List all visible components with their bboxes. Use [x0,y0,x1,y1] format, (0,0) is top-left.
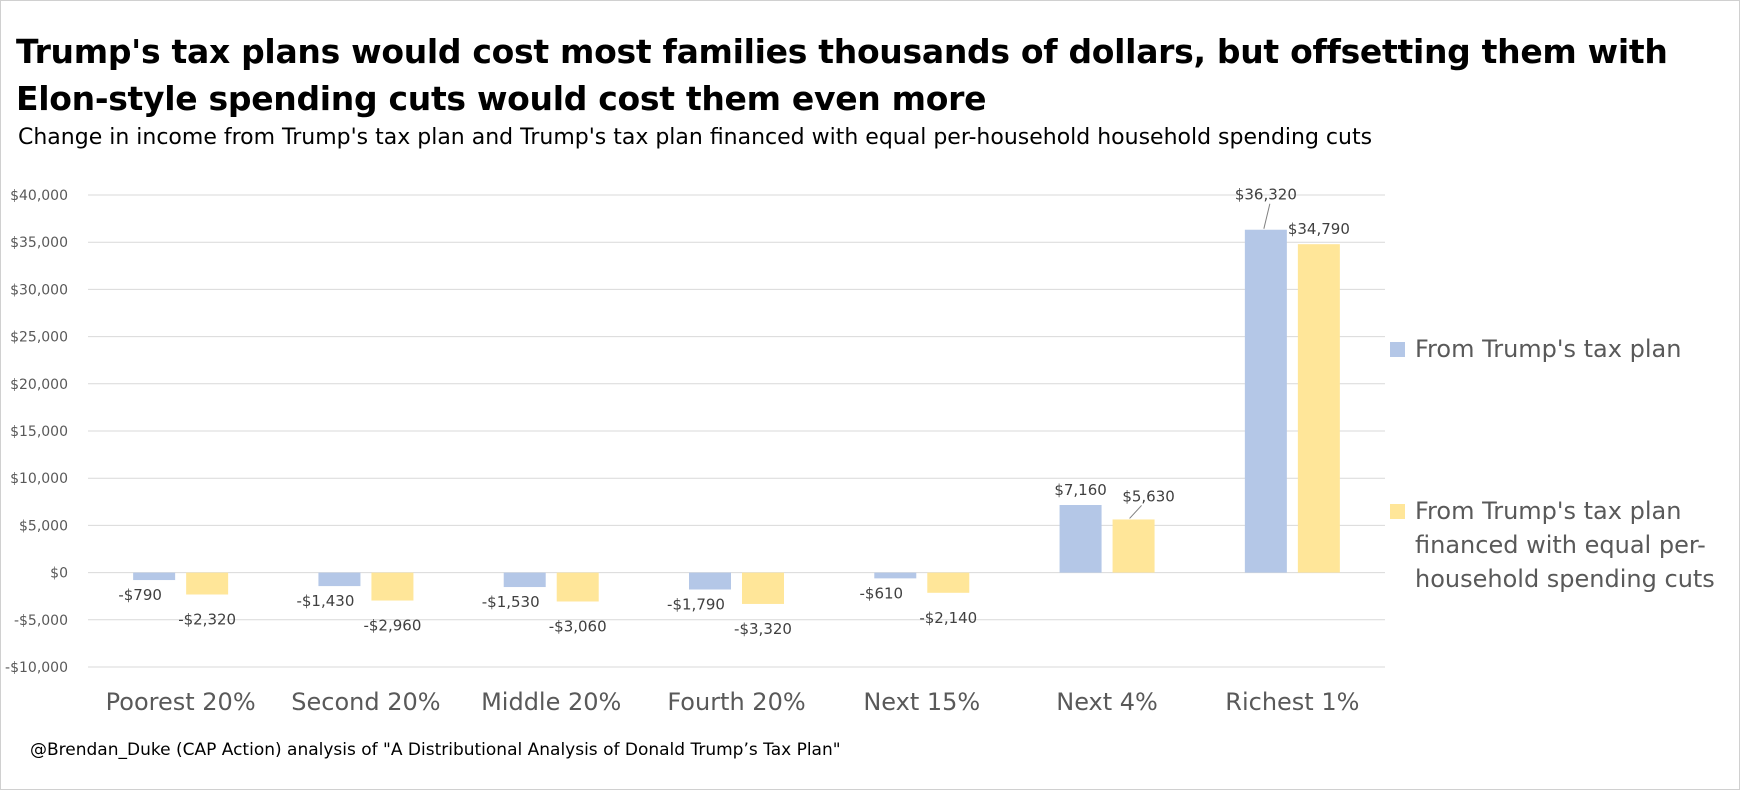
data-label: -$3,320 [734,620,792,638]
data-label: $36,320 [1235,186,1297,204]
bar-series-2 [556,572,599,602]
x-tick-label: Second 20% [291,688,440,716]
data-label: -$1,790 [667,595,725,613]
legend-label-series-1: From Trump's tax plan [1415,335,1682,363]
legend-item-series-1: From Trump's tax plan [1390,332,1715,366]
y-tick-label: -$10,000 [5,660,68,676]
y-tick-label: $5,000 [19,518,68,534]
data-label: -$1,430 [296,592,354,610]
bar-series-1 [503,572,546,588]
bar-series-1 [1244,229,1287,573]
chart-subtitle: Change in income from Trump's tax plan a… [18,125,1373,150]
x-tick-label: Poorest 20% [106,688,256,716]
data-label: -$3,060 [549,617,607,635]
data-label: -$2,320 [178,611,236,629]
bar-series-2 [1112,519,1155,573]
data-label: $5,630 [1122,487,1175,505]
chart-title: Trump's tax plans would cost most famili… [16,32,1668,118]
x-tick-label: Richest 1% [1225,688,1359,716]
y-tick-label: $40,000 [10,188,68,204]
data-label: -$2,960 [363,617,421,635]
y-tick-label: $35,000 [10,235,68,251]
bar-series-1 [318,572,361,587]
legend-item-series-2: From Trump's tax plan financed with equa… [1390,494,1715,596]
leader-line [1263,203,1271,229]
data-label: -$2,140 [919,609,977,627]
x-tick-label: Fourth 20% [667,688,805,716]
y-tick-label: $15,000 [10,424,68,440]
legend-swatch-series-2 [1390,504,1405,519]
y-tick-label: -$5,000 [14,613,68,629]
x-tick-label: Middle 20% [481,688,621,716]
data-label: -$1,530 [482,593,540,611]
bar-series-1 [1059,505,1102,573]
bar-series-2 [927,572,970,593]
source-note: @Brendan_Duke (CAP Action) analysis of "… [30,740,841,760]
data-label: -$610 [859,584,903,602]
bar-series-2 [742,572,784,604]
y-tick-label: $30,000 [10,282,68,298]
x-tick-label: Next 4% [1056,688,1158,716]
data-label: -$790 [118,586,162,604]
bar-series-2 [371,572,414,601]
y-tick-label: $20,000 [10,377,68,393]
y-tick-label: $25,000 [10,330,68,346]
bar-series-1 [689,572,731,590]
data-label: $34,790 [1288,220,1350,238]
legend-swatch-series-1 [1390,342,1405,357]
y-tick-label: $0 [50,566,68,582]
leader-line [1129,505,1142,519]
bar-series-1 [133,572,176,581]
bar-series-1 [874,572,917,579]
x-tick-label: Next 15% [863,688,980,716]
y-tick-label: $10,000 [10,471,68,487]
data-label: $7,160 [1054,481,1107,499]
bar-series-2 [186,572,229,595]
legend-label-series-2: From Trump's tax plan financed with equa… [1415,497,1715,593]
bar-series-2 [1297,244,1340,573]
